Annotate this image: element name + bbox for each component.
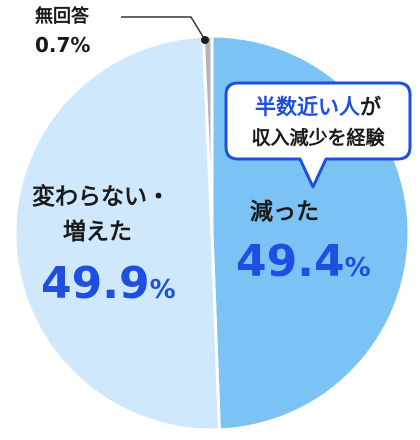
no-answer-leader-line [121, 16, 206, 41]
no-answer-annotation: 無回答 0.7% [35, 5, 209, 57]
unchanged-increased-annotation: 変わらない・ 増えた 49.9% [32, 183, 176, 309]
unchanged-increased-label-line2: 増えた [63, 218, 132, 245]
no-answer-leader-dot [201, 36, 209, 44]
decreased-label: 減った [250, 199, 319, 225]
unchanged-increased-value: 49.9% [41, 258, 176, 309]
no-answer-value: 0.7% [35, 33, 90, 57]
callout-bubble-shape [224, 81, 412, 189]
slice-unchanged-increased [13, 34, 221, 432]
no-answer-label: 無回答 [35, 5, 90, 27]
decreased-value: 49.4% [236, 236, 371, 287]
callout-line1: 半数近い人が [255, 95, 381, 119]
unchanged-increased-label-line1: 変わらない・ [32, 183, 170, 210]
callout-line2: 収入減少を経験 [251, 126, 385, 149]
callout-bubble: 半数近い人が 収入減少を経験 [224, 81, 412, 189]
decreased-annotation: 減った 49.4% [236, 199, 371, 287]
